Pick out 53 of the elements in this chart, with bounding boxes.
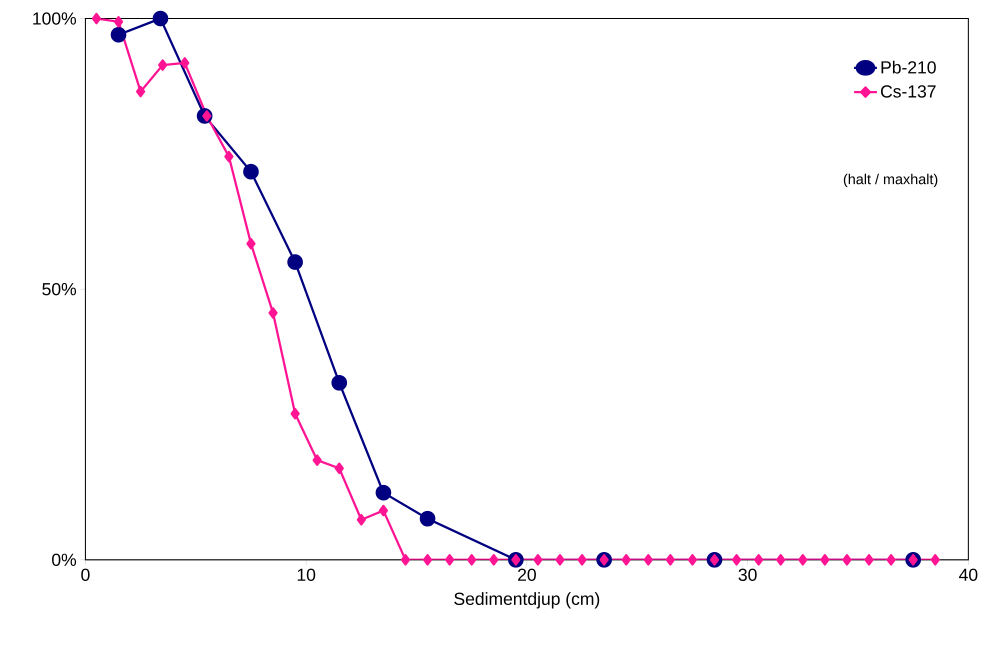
point [644, 554, 653, 566]
x-tick-label: 40 [959, 568, 978, 582]
point [798, 554, 808, 566]
point [158, 59, 168, 71]
x-tick-label: 0 [81, 568, 90, 582]
point [842, 554, 852, 566]
point [422, 554, 432, 566]
point [114, 16, 124, 28]
legend-label: Pb-210 [882, 60, 936, 74]
legend-label: Cs-137 [880, 85, 936, 98]
point [110, 27, 126, 43]
point [666, 554, 675, 566]
point [290, 408, 300, 420]
point [489, 554, 498, 566]
point [152, 10, 168, 26]
x-tick-label: 10 [298, 568, 316, 582]
point [820, 554, 830, 566]
point [688, 554, 698, 566]
y-tick-label: 50% [42, 283, 76, 296]
point [312, 454, 322, 466]
point [243, 164, 259, 180]
point [533, 554, 543, 566]
point [930, 554, 940, 566]
point [622, 554, 631, 566]
x-axis-title: Sedimentdjup (cm) [454, 592, 600, 609]
point [776, 554, 786, 566]
point [331, 375, 348, 391]
x-tick-label: 20 [518, 568, 536, 582]
point [224, 150, 234, 162]
point [467, 554, 476, 566]
point [334, 462, 344, 474]
point [445, 554, 454, 566]
x-tick-label: 30 [738, 568, 757, 582]
point [356, 514, 366, 526]
point [246, 238, 256, 250]
annotation: (halt / maxhalt) [844, 174, 938, 188]
point [92, 12, 102, 24]
point [400, 554, 410, 566]
point [864, 554, 874, 566]
point [555, 554, 565, 566]
point [732, 554, 742, 566]
point [420, 510, 436, 527]
y-tick-label: 0% [52, 554, 76, 566]
point [136, 86, 146, 98]
point [180, 57, 190, 69]
point [376, 484, 392, 501]
point [268, 307, 278, 319]
point [754, 554, 764, 566]
point [378, 504, 388, 516]
point [886, 554, 896, 566]
point [577, 554, 587, 566]
point [287, 254, 303, 270]
y-tick-label: 100% [33, 12, 76, 25]
